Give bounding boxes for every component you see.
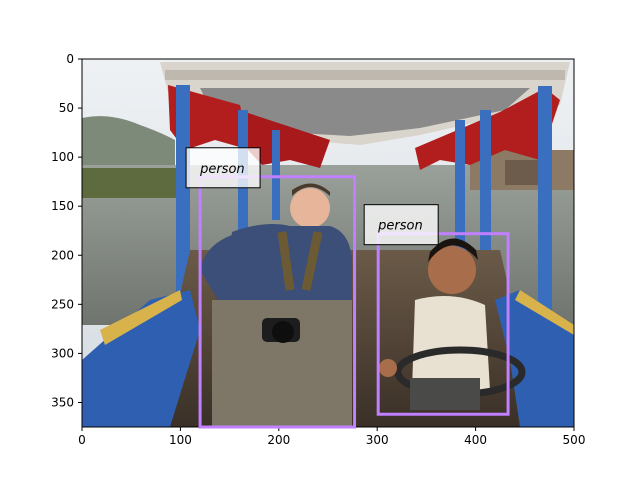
x-tick-label: 300 xyxy=(366,433,389,447)
detection-label-box xyxy=(363,204,439,246)
detection-label: person xyxy=(199,162,245,177)
photo xyxy=(82,59,574,427)
detection-box xyxy=(376,232,510,416)
x-tick-label: 400 xyxy=(464,433,487,447)
y-tick-label: 250 xyxy=(51,297,74,311)
x-tick-label: 0 xyxy=(78,433,86,447)
y-tick-label: 350 xyxy=(51,395,74,409)
x-tick-label: 500 xyxy=(563,433,586,447)
detections-layer: person person xyxy=(185,147,510,429)
detection-label-box xyxy=(185,147,261,189)
detection-label: person xyxy=(377,219,423,234)
y-axis: 0 50 100 150 200 250 300 350 xyxy=(51,52,82,409)
y-tick-label: 300 xyxy=(51,346,74,360)
y-tick-label: 0 xyxy=(66,52,74,66)
y-tick-label: 50 xyxy=(59,101,74,115)
y-tick-label: 200 xyxy=(51,248,74,262)
y-tick-label: 100 xyxy=(51,150,74,164)
x-tick-label: 200 xyxy=(267,433,290,447)
y-tick-label: 150 xyxy=(51,199,74,213)
x-tick-label: 100 xyxy=(169,433,192,447)
detection-box xyxy=(198,175,357,429)
x-axis: 0 100 200 300 400 500 xyxy=(78,427,585,447)
